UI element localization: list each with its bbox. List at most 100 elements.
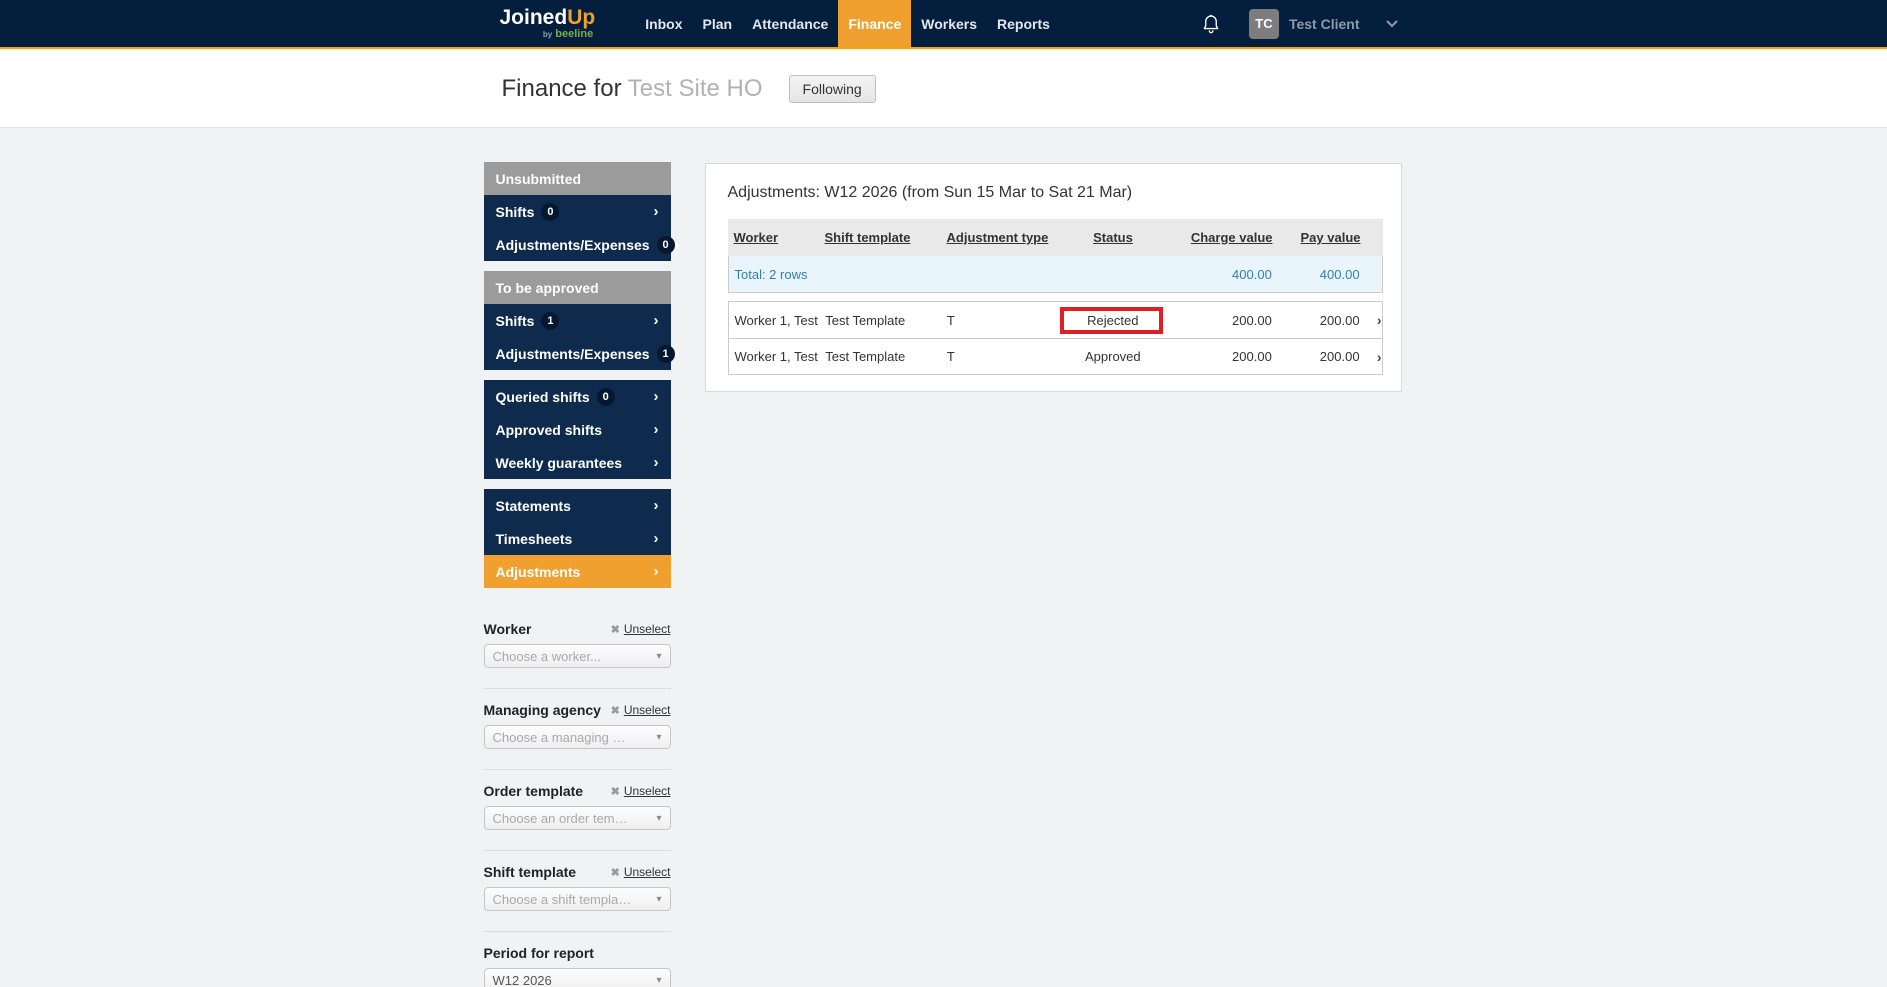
sidebar-item-weekly-guarantees[interactable]: Weekly guarantees ›	[483, 446, 671, 479]
count-badge: 0	[656, 235, 675, 254]
sidebar-item-statements[interactable]: Statements ›	[483, 489, 671, 522]
unselect-label: Unselect	[623, 865, 671, 879]
row-chevron-right-icon[interactable]: ›	[1376, 312, 1382, 328]
status-value: Rejected	[1087, 312, 1139, 328]
col-header-worker[interactable]: Worker	[733, 230, 779, 245]
order-template-select[interactable]: Choose an order template... ▾	[483, 806, 671, 830]
shift-template-unselect-link[interactable]: ✖ Unselect	[611, 865, 671, 879]
managing-agency-select[interactable]: Choose a managing agen... ▾	[483, 725, 671, 749]
sidebar-item-approve-adjustments[interactable]: Adjustments/Expenses 1 ›	[483, 337, 680, 370]
order-template-select-placeholder: Choose an order template...	[492, 810, 633, 826]
managing-agency-filter-label: Managing agency	[483, 702, 601, 718]
cell-charge-value: 200.00	[1232, 312, 1272, 328]
nav-item-reports[interactable]: Reports	[997, 15, 1050, 32]
item-label: Shifts	[495, 203, 535, 220]
joinedup-logo[interactable]: JoinedUp by beeline	[500, 7, 596, 40]
sidebar-item-adjustments[interactable]: Adjustments ›	[483, 555, 671, 588]
chevron-right-icon: ›	[653, 563, 659, 580]
chevron-right-icon: ›	[653, 454, 659, 471]
chevron-right-icon: ›	[674, 236, 680, 253]
top-navbar: JoinedUp by beeline Inbox Plan Attendanc…	[0, 0, 1887, 49]
order-template-unselect-link[interactable]: ✖ Unselect	[611, 784, 671, 798]
table-row[interactable]: Worker 1, Test Test Template T Approved …	[728, 338, 1382, 374]
chevron-right-icon: ›	[653, 497, 659, 514]
unselect-x-icon: ✖	[610, 866, 620, 879]
managing-agency-unselect-link[interactable]: ✖ Unselect	[611, 703, 671, 717]
unselect-x-icon: ✖	[610, 785, 620, 798]
period-for-report-select[interactable]: W12 2026 ▾	[483, 968, 671, 987]
count-badge: 1	[656, 344, 675, 363]
adjustments-card-title: Adjustments: W12 2026 (from Sun 15 Mar t…	[727, 184, 1133, 201]
count-badge: 0	[541, 202, 560, 221]
item-label: Statements	[495, 497, 571, 514]
sidebar-item-unsubmitted-adjustments[interactable]: Adjustments/Expenses 0 ›	[483, 228, 680, 261]
nav-item-workers[interactable]: Workers	[921, 15, 978, 32]
table-total-row: Total: 2 rows 400.00 400.00	[727, 256, 1383, 293]
col-header-adjustment-type[interactable]: Adjustment type	[946, 230, 1049, 245]
row-chevron-right-icon[interactable]: ›	[1376, 348, 1382, 365]
status-value: Approved	[1084, 349, 1141, 364]
filters-panel: Worker ✖ Unselect Choose a worker... ▾ M…	[483, 620, 671, 987]
worker-select[interactable]: Choose a worker... ▾	[483, 644, 671, 668]
sidebar-item-timesheets[interactable]: Timesheets ›	[483, 522, 671, 555]
shift-template-select[interactable]: Choose a shift template... ▾	[483, 887, 671, 911]
section-header-unsubmitted: Unsubmitted	[483, 162, 671, 195]
table-header-row: Worker Shift template Adjustment type St…	[727, 219, 1383, 256]
sidebar-item-approved-shifts[interactable]: Approved shifts ›	[483, 413, 671, 446]
user-menu-chevron-down-icon[interactable]	[1386, 20, 1398, 28]
cell-shift-template: Test Template	[825, 349, 906, 364]
col-header-status[interactable]: Status	[1093, 230, 1133, 245]
cell-pay-value: 200.00	[1319, 312, 1360, 328]
worker-unselect-link[interactable]: ✖ Unselect	[611, 622, 671, 636]
worker-select-placeholder: Choose a worker...	[492, 648, 601, 664]
finance-sidebar: Unsubmitted Shifts 0 › Adjustments/Expen…	[483, 162, 680, 987]
sidebar-item-approve-shifts[interactable]: Shifts 1 ›	[483, 304, 671, 337]
cell-status: Approved	[1060, 349, 1165, 364]
item-label: Adjustments/Expenses	[495, 345, 650, 362]
table-rows-block: Worker 1, Test Test Template T Rejected …	[727, 301, 1383, 375]
sidebar-item-queried-shifts[interactable]: Queried shifts 0 ›	[483, 380, 671, 413]
page-header: Finance for Test Site HO Following	[0, 51, 1887, 128]
sidebar-section-documents: Statements › Timesheets › Adjustments ›	[483, 489, 671, 588]
cell-pay-value: 200.00	[1319, 349, 1360, 364]
select-caret-icon: ▾	[656, 650, 662, 662]
order-template-filter-label: Order template	[483, 783, 584, 799]
cell-adjustment-type: T	[946, 312, 955, 328]
nav-item-inbox[interactable]: Inbox	[645, 15, 683, 32]
total-charge-value: 400.00	[1232, 266, 1272, 282]
period-for-report-label: Period for report	[483, 945, 594, 961]
col-header-pay-value[interactable]: Pay value	[1300, 230, 1361, 245]
sidebar-item-unsubmitted-shifts[interactable]: Shifts 0 ›	[483, 195, 671, 228]
shift-template-select-placeholder: Choose a shift template...	[492, 891, 633, 907]
filter-divider	[483, 850, 671, 851]
col-header-charge-value[interactable]: Charge value	[1190, 230, 1273, 245]
nav-item-attendance[interactable]: Attendance	[752, 15, 829, 32]
following-button[interactable]: Following	[788, 75, 876, 103]
site-name: Test Site HO	[627, 75, 763, 102]
select-caret-icon: ▾	[656, 731, 662, 743]
page-title: Finance for Test Site HO	[502, 75, 763, 103]
sidebar-section-unsubmitted: Unsubmitted Shifts 0 › Adjustments/Expen…	[483, 162, 680, 261]
user-avatar[interactable]: TC	[1248, 8, 1279, 39]
col-header-shift-template[interactable]: Shift template	[824, 230, 911, 245]
item-label: Weekly guarantees	[495, 454, 623, 471]
nav-item-plan[interactable]: Plan	[702, 15, 733, 32]
cell-adjustment-type: T	[946, 349, 955, 364]
filter-divider	[483, 931, 671, 932]
cell-worker: Worker 1, Test	[734, 312, 818, 328]
nav-item-finance[interactable]: Finance	[838, 0, 912, 47]
count-badge: 0	[596, 387, 615, 406]
user-menu-name[interactable]: Test Client	[1288, 15, 1360, 32]
item-label: Approved shifts	[495, 421, 603, 438]
adjustments-card: Adjustments: W12 2026 (from Sun 15 Mar t…	[704, 163, 1402, 392]
select-caret-icon: ▾	[656, 812, 662, 824]
table-row[interactable]: Worker 1, Test Test Template T Rejected …	[728, 302, 1382, 338]
notifications-bell-icon[interactable]	[1201, 12, 1223, 36]
adjustments-table: Worker Shift template Adjustment type St…	[727, 219, 1383, 375]
item-label: Timesheets	[495, 530, 573, 547]
chevron-right-icon: ›	[653, 388, 659, 405]
unselect-label: Unselect	[623, 622, 671, 636]
cell-worker: Worker 1, Test	[734, 349, 818, 364]
count-badge: 1	[541, 311, 560, 330]
